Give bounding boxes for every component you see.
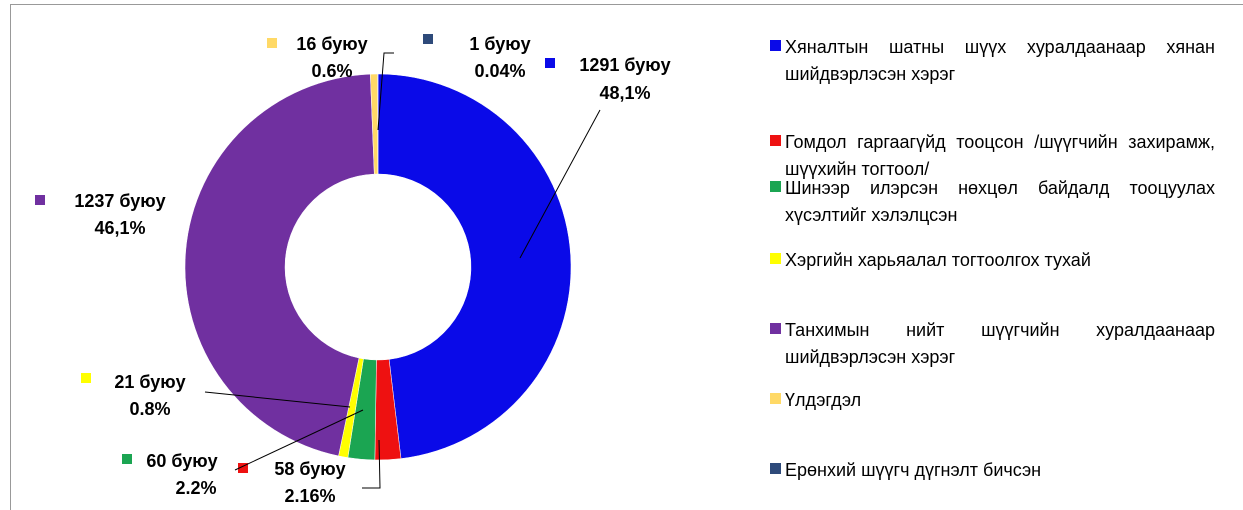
data-label-percent: 48,1% — [599, 83, 650, 103]
data-label-percent: 46,1% — [94, 218, 145, 238]
legend-item: Танхимын нийт шүүгчийн хуралдаанаар шийд… — [770, 317, 1215, 371]
label-swatch — [81, 373, 91, 383]
legend-item: Хэргийн харьяалал тогтоолгох тухай — [770, 247, 1215, 274]
data-label: 21 буюу — [114, 372, 185, 392]
data-label: 60 буюу — [146, 451, 217, 471]
data-label: 1237 буюу — [74, 191, 165, 211]
legend-swatch — [770, 253, 781, 264]
legend-item: Хяналтын шатны шүүх хуралдаанаар хянан ш… — [770, 34, 1215, 88]
donut-segment — [185, 74, 374, 456]
data-label: 1291 буюу — [579, 55, 670, 75]
data-label-percent: 2.2% — [175, 478, 216, 498]
data-label: 58 буюу — [274, 459, 345, 479]
legend-swatch — [770, 463, 781, 474]
legend-swatch — [770, 181, 781, 192]
legend-swatch — [770, 135, 781, 146]
legend-swatch — [770, 393, 781, 404]
data-label-percent: 0.04% — [474, 61, 525, 81]
donut-segment — [378, 74, 571, 459]
label-swatch — [122, 454, 132, 464]
legend-item: Үлдэгдэл — [770, 387, 1215, 414]
legend-swatch — [770, 40, 781, 51]
data-label-percent: 2.16% — [284, 486, 335, 506]
legend-swatch — [770, 323, 781, 334]
legend-item: Шинээр илэрсэн нөхцөл байдалд тооцуулах … — [770, 175, 1215, 229]
legend-item: Ерөнхий шүүгч дүгнэлт бичсэн — [770, 457, 1215, 484]
legend-label: Шинээр илэрсэн нөхцөл байдалд тооцуулах … — [785, 175, 1215, 229]
legend-label: Хэргийн харьяалал тогтоолгох тухай — [785, 247, 1215, 274]
label-swatch — [545, 58, 555, 68]
label-swatch — [35, 195, 45, 205]
data-label: 16 буюу — [296, 34, 367, 54]
data-label-percent: 0.6% — [311, 61, 352, 81]
legend-label: Ерөнхий шүүгч дүгнэлт бичсэн — [785, 457, 1215, 484]
data-label: 1 буюу — [469, 34, 530, 54]
label-swatch — [267, 38, 277, 48]
data-label-percent: 0.8% — [129, 399, 170, 419]
legend-label: Танхимын нийт шүүгчийн хуралдаанаар шийд… — [785, 317, 1215, 371]
legend-label: Үлдэгдэл — [785, 387, 1215, 414]
legend-label: Хяналтын шатны шүүх хуралдаанаар хянан ш… — [785, 34, 1215, 88]
label-swatch — [423, 34, 433, 44]
